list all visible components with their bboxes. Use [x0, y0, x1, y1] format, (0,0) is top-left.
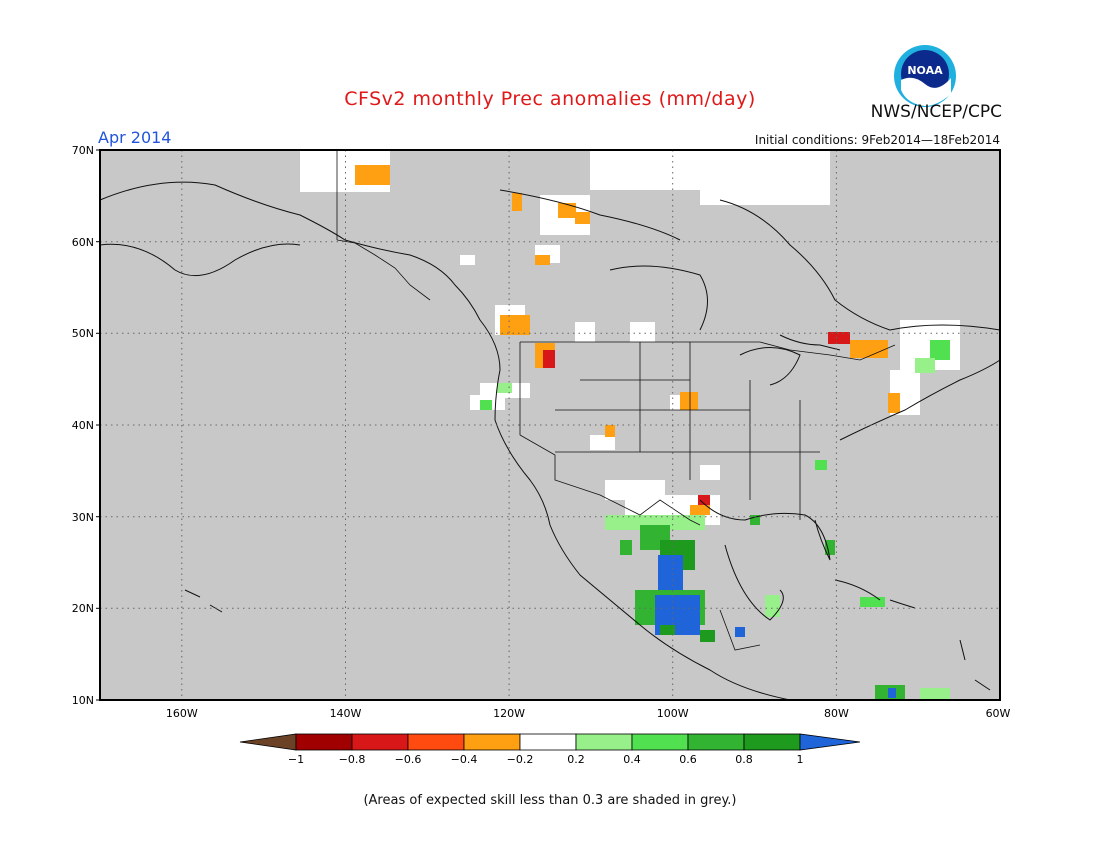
colorbar-label: 0.4 [623, 753, 641, 766]
map-title: CFSv2 monthly Prec anomalies (mm/day) [344, 88, 756, 110]
colorbar-label: −0.6 [395, 753, 422, 766]
lon-label: 160W [166, 707, 198, 720]
lon-axis: 160W 140W 120W 100W 80W 60W [166, 707, 1011, 720]
lon-label: 60W [986, 707, 1011, 720]
colorbar-bin [743, 733, 801, 751]
forecast-month: Apr 2014 [98, 128, 172, 147]
lat-ticks [96, 149, 100, 701]
lat-label: 30N [72, 511, 94, 524]
colorbar-bin-low-arrow [239, 733, 297, 751]
colorbar-label: 0.2 [567, 753, 585, 766]
graticule [100, 150, 1000, 700]
colorbar-label: 1 [797, 753, 804, 766]
lat-label: 70N [72, 144, 94, 157]
colorbar-labels: −1 −0.8 −0.6 −0.4 −0.2 0.2 0.4 0.6 0.8 1 [288, 753, 804, 766]
coastlines [99, 181, 1001, 701]
colorbar-bin [295, 733, 353, 751]
colorbar-bin [631, 733, 689, 751]
colorbar-label: −0.2 [507, 753, 534, 766]
logo-text: NOAA [907, 64, 943, 77]
boundaries [336, 150, 896, 651]
lon-label: 120W [493, 707, 525, 720]
lat-label: 10N [72, 694, 94, 707]
lon-label: 80W [824, 707, 849, 720]
colorbar [239, 733, 861, 751]
colorbar-bin [519, 733, 577, 751]
lon-label: 100W [657, 707, 689, 720]
lat-axis: 70N 60N 50N 40N 30N 20N 10N [72, 144, 94, 707]
colorbar-label: −0.4 [451, 753, 478, 766]
colorbar-bin [575, 733, 633, 751]
lat-label: 60N [72, 236, 94, 249]
near-zero-patches [300, 150, 960, 525]
colorbar-bin [463, 733, 521, 751]
skill-note: (Areas of expected skill less than 0.3 a… [363, 793, 737, 808]
lat-label: 50N [72, 327, 94, 340]
colorbar-label: −0.8 [339, 753, 366, 766]
lat-label: 20N [72, 602, 94, 615]
colorbar-bin [407, 733, 465, 751]
agency-label: NWS/NCEP/CPC [870, 102, 1002, 122]
initial-conditions: Initial conditions: 9Feb2014—18Feb2014 [754, 133, 1000, 147]
lon-label: 140W [330, 707, 362, 720]
lat-label: 40N [72, 419, 94, 432]
colorbar-bin [687, 733, 745, 751]
colorbar-label: 0.6 [679, 753, 697, 766]
noaa-logo: NOAA [893, 44, 957, 108]
colorbar-label: 0.8 [735, 753, 753, 766]
colorbar-bin-high-arrow [799, 733, 861, 751]
negative-anomaly-patches [355, 165, 900, 515]
colorbar-label: −1 [288, 753, 304, 766]
positive-anomaly-patches [480, 340, 950, 700]
colorbar-bin [351, 733, 409, 751]
